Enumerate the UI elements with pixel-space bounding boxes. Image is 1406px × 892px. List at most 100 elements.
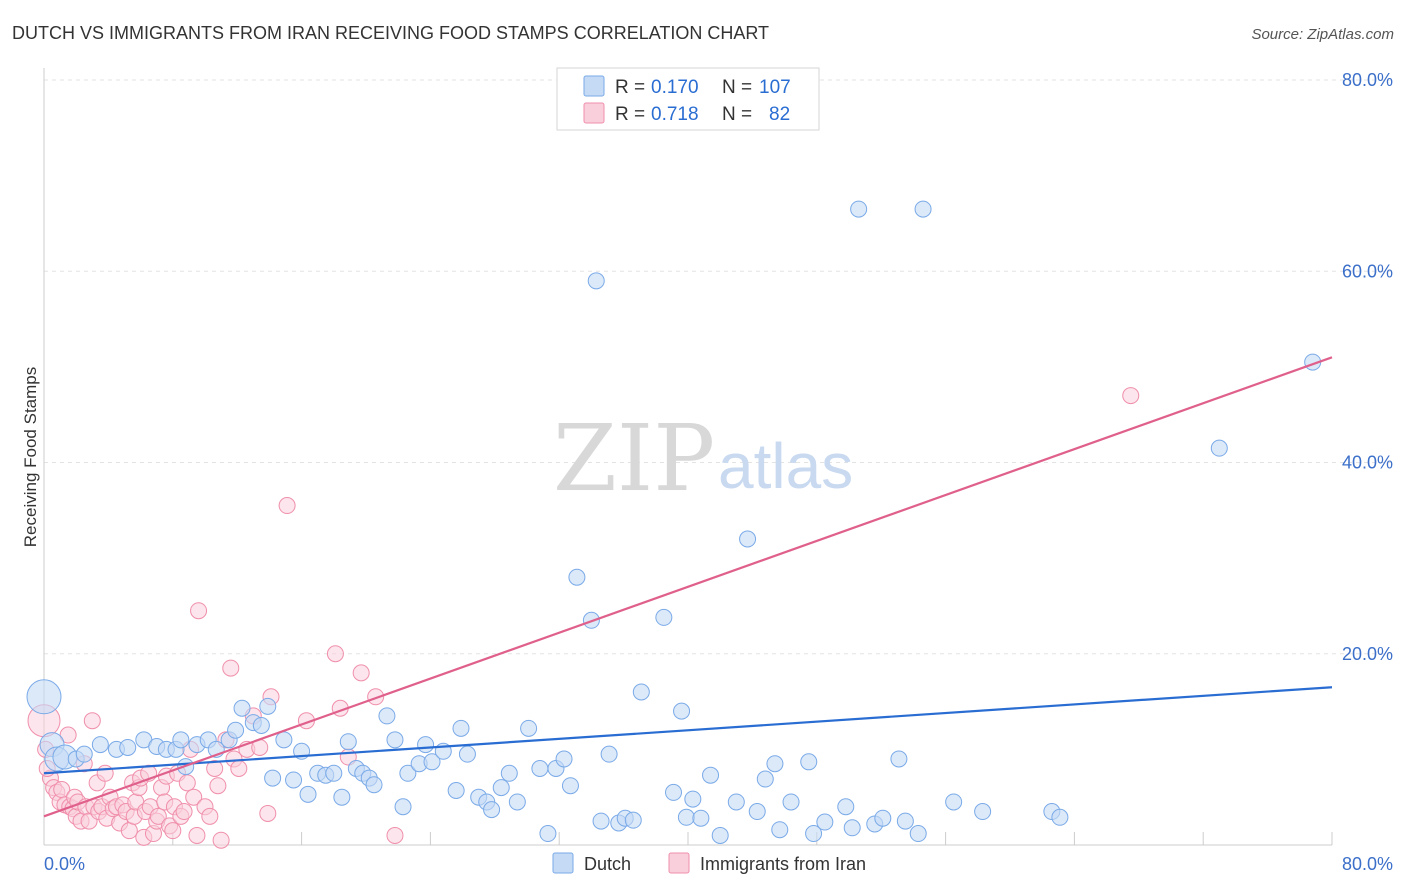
x-tick-labels: 0.0% 80.0% — [44, 854, 1393, 874]
legend-r-label: R = — [615, 104, 645, 125]
dutch-point — [702, 766, 720, 784]
iran-point — [149, 807, 167, 825]
dutch-point — [766, 755, 784, 773]
iran-point — [96, 764, 114, 782]
dutch-point — [1051, 808, 1069, 826]
iran-point — [326, 645, 344, 663]
dutch-point — [632, 683, 650, 701]
dutch-point — [974, 803, 992, 821]
legend-n-value: 107 — [759, 77, 791, 98]
y-tick-label: 60.0% — [1342, 261, 1393, 281]
y-axis-label: Receiving Food Stamps — [21, 367, 40, 547]
iran-point — [367, 688, 385, 706]
dutch-point — [816, 813, 834, 831]
dutch-point — [805, 825, 823, 843]
legend-n-value: 82 — [769, 104, 790, 125]
dutch-point — [587, 272, 605, 290]
iran-point — [1122, 387, 1140, 405]
legend-r-value: 0.170 — [651, 77, 699, 98]
dutch-point — [592, 812, 610, 830]
legend-r-label: R = — [615, 77, 645, 98]
dutch-point — [172, 731, 190, 749]
dutch-point — [333, 788, 351, 806]
dutch-point — [447, 781, 465, 799]
legend-swatch-iran — [583, 102, 605, 124]
dutch-point — [252, 716, 270, 734]
dutch-point — [896, 812, 914, 830]
dutch-point — [91, 736, 109, 754]
dutch-point — [259, 697, 277, 715]
x-tick-label: 0.0% — [44, 854, 85, 874]
dutch-point — [756, 770, 774, 788]
iran-point — [206, 760, 224, 777]
iran-point — [212, 831, 230, 849]
watermark-atlas: atlas — [718, 430, 853, 502]
dutch-series — [26, 200, 1322, 844]
iran-point — [83, 712, 101, 730]
dutch-point — [500, 764, 518, 782]
dutch-point — [399, 764, 417, 782]
dutch-point — [600, 745, 618, 763]
bottom-legend-swatch-dutch — [552, 852, 574, 874]
dutch-point — [531, 760, 549, 777]
y-tick-label: 20.0% — [1342, 644, 1393, 664]
dutch-point — [378, 707, 396, 725]
dutch-point — [365, 776, 383, 794]
watermark-zip: ZIP — [553, 405, 715, 512]
iran-point — [175, 803, 193, 821]
dutch-point — [800, 753, 818, 771]
iran-point — [164, 822, 182, 840]
iran-point — [278, 497, 296, 515]
dutch-point — [890, 750, 908, 768]
dutch-point — [748, 803, 766, 821]
dutch-point — [423, 753, 441, 771]
dutch-point — [561, 777, 579, 795]
dutch-point — [837, 798, 855, 816]
iran-point — [352, 664, 370, 682]
y-tick-label: 40.0% — [1342, 453, 1393, 473]
iran-point — [185, 788, 203, 806]
iran-point — [222, 659, 240, 677]
bottom-legend-label-iran: Immigrants from Iran — [700, 854, 866, 874]
dutch-point — [739, 530, 757, 548]
dutch-point — [539, 825, 557, 843]
dutch-point — [874, 809, 892, 827]
watermark: ZIP atlas — [553, 405, 853, 512]
dutch-point — [492, 779, 510, 797]
dutch-point — [75, 745, 93, 763]
dutch-point — [555, 750, 573, 768]
dutch-point — [227, 721, 245, 739]
bottom-legend-label-dutch: Dutch — [584, 854, 631, 874]
dutch-point — [914, 200, 932, 218]
dutch-point — [417, 736, 435, 754]
iran-point — [188, 826, 206, 844]
dutch-point — [850, 200, 868, 218]
dutch-point — [299, 785, 317, 803]
dutch-point — [119, 738, 137, 756]
legend-n-label: N = — [722, 77, 752, 98]
correlation-legend: R = 0.170 N = 107 R = 0.718 N = 82 — [556, 67, 820, 131]
dutch-point — [458, 745, 476, 763]
dutch-point — [624, 811, 642, 829]
iran-point — [178, 774, 196, 792]
y-tick-labels: 20.0% 40.0% 60.0% 80.0% — [1342, 70, 1393, 664]
dutch-point — [386, 731, 404, 749]
dutch-point — [483, 801, 501, 819]
iran-series — [27, 387, 1140, 849]
dutch-trend-line — [43, 686, 1333, 775]
dutch-point — [452, 719, 470, 737]
dutch-point — [394, 798, 412, 816]
iran-point — [190, 602, 208, 620]
dutch-point — [1210, 439, 1228, 457]
dutch-point — [275, 731, 293, 749]
dutch-point — [782, 793, 800, 811]
iran-point — [201, 807, 219, 825]
chart-title: DUTCH VS IMMIGRANTS FROM IRAN RECEIVING … — [12, 23, 769, 43]
series-legend: Dutch Immigrants from Iran — [552, 852, 866, 874]
iran-point — [259, 804, 277, 822]
dutch-point — [909, 825, 927, 843]
dutch-point — [771, 821, 789, 839]
dutch-point — [692, 809, 710, 827]
iran-point — [209, 777, 227, 795]
